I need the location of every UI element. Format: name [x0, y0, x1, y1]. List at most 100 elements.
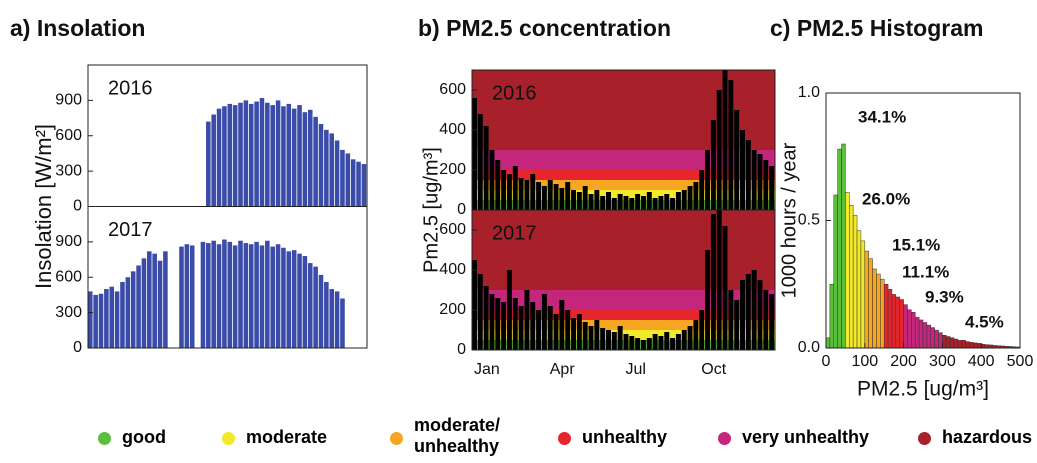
bar [646, 338, 652, 350]
y-tick-label: 0 [73, 339, 82, 356]
bar [670, 198, 676, 210]
bar [763, 160, 769, 210]
bar [270, 246, 275, 348]
bar [297, 105, 302, 207]
bar [611, 332, 617, 350]
panel-title: c) PM2.5 Histogram [770, 15, 983, 41]
y-axis-label: 1000 hours / year [778, 142, 800, 298]
bar [281, 247, 286, 348]
bar [216, 108, 222, 207]
bar [318, 123, 324, 207]
y-tick-label: 600 [439, 81, 466, 98]
bar [617, 326, 623, 350]
y-tick-label: 200 [439, 161, 466, 178]
bar [222, 239, 227, 348]
histogram-bar [883, 284, 889, 349]
bar [356, 161, 361, 207]
bar [501, 302, 507, 350]
histogram-bar [953, 338, 959, 349]
histogram-bar [899, 299, 904, 349]
bar [216, 244, 222, 348]
legend-label: moderate/ unhealthy [414, 415, 501, 456]
y-tick-label: 300 [55, 304, 82, 321]
bar [254, 241, 259, 348]
bar [307, 109, 313, 207]
bar [265, 102, 270, 207]
bar [275, 244, 281, 348]
bar [664, 194, 670, 210]
bar [254, 101, 259, 207]
bar [324, 281, 329, 348]
bar [635, 338, 641, 350]
bar [571, 190, 577, 210]
bar [275, 100, 281, 207]
bar [98, 293, 104, 348]
bar [506, 174, 512, 210]
bar [472, 260, 477, 350]
bar [189, 245, 195, 348]
bar [745, 140, 751, 210]
histogram-bar [914, 317, 920, 349]
bar [329, 289, 335, 348]
bar [652, 198, 658, 210]
bar [179, 246, 184, 348]
x-tick-label: 100 [851, 353, 878, 370]
bar [238, 102, 243, 207]
bar [617, 194, 623, 210]
bar [547, 306, 553, 350]
bar [658, 336, 664, 350]
bar [141, 258, 147, 348]
bar [716, 90, 722, 210]
y-tick-label: 1.0 [798, 84, 820, 101]
bar [313, 116, 318, 207]
bar [588, 326, 594, 350]
axes-frame [471, 209, 776, 351]
histogram-bar [907, 309, 912, 349]
histogram-bar [938, 332, 943, 349]
bar [769, 166, 775, 210]
bar [728, 80, 734, 210]
panel-title: b) PM2.5 concentration [418, 15, 671, 41]
legend-label: hazardous [942, 427, 1033, 447]
y-tick-label: 900 [55, 233, 82, 250]
bar [483, 126, 489, 210]
bar [646, 192, 652, 210]
bar [104, 289, 109, 348]
bar [472, 98, 477, 210]
bar [345, 153, 351, 207]
legend-label: very unhealthy [742, 427, 870, 447]
bar [206, 121, 211, 207]
bar [243, 243, 249, 348]
bar [745, 274, 751, 350]
legend-marker [558, 432, 571, 445]
x-tick-label: Oct [701, 361, 726, 378]
bar [658, 196, 664, 210]
bar [350, 159, 356, 207]
bar [147, 251, 152, 348]
bar [259, 98, 265, 207]
histogram-bar [934, 329, 939, 349]
legend-label: moderate [246, 427, 328, 447]
bar [291, 250, 297, 348]
bar [541, 186, 547, 210]
y-axis-label: Insolation [W/m²] [31, 124, 56, 289]
bar [623, 334, 629, 350]
histogram-bar [829, 284, 835, 349]
histogram-bar [895, 296, 900, 349]
bar [329, 133, 335, 207]
bar [302, 112, 308, 207]
bar [243, 100, 249, 207]
share-label: 4.5% [965, 312, 1004, 331]
bar [281, 106, 286, 207]
bar [302, 256, 308, 348]
bar [495, 160, 501, 210]
bar [606, 330, 611, 350]
aqi-band [472, 150, 775, 170]
bar [705, 250, 711, 350]
bar [565, 182, 571, 210]
bar [699, 170, 705, 210]
histogram-bar [957, 340, 963, 349]
year-label: 2017 [492, 222, 537, 244]
x-tick-label: Apr [550, 361, 576, 378]
aqi-band [472, 190, 775, 200]
